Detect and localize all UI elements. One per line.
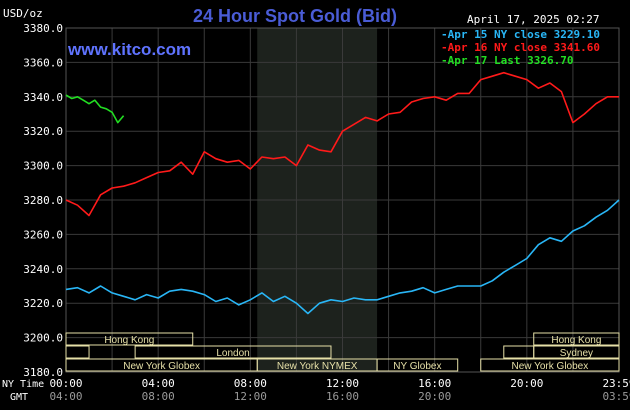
series-line-2 (65, 71, 619, 217)
y-tick-label: 3220.0 (23, 297, 63, 310)
y-tick-label: 3200.0 (23, 332, 63, 345)
series-line-3 (65, 94, 125, 124)
x-tick-label-ny: 08:00 (234, 377, 267, 390)
x-tick-label-ny: 12:00 (326, 377, 359, 390)
legend-entry: -Apr 17 Last 3326.70 (441, 54, 573, 67)
series-line-1 (65, 199, 620, 315)
y-tick-label: 3320.0 (23, 125, 63, 138)
session-label: Sydney (560, 348, 593, 359)
legend-entry: -Apr 16 NY close 3341.60 (441, 41, 600, 54)
session-label: New York NYMEX (277, 361, 358, 372)
session-bar (134, 345, 332, 359)
watermark: www.kitco.com (67, 40, 191, 59)
session-label: Hong Kong (104, 335, 154, 346)
y-tick-label: 3380.0 (23, 22, 63, 35)
x-tick-label-ny: 16:00 (418, 377, 451, 390)
session-bar (533, 332, 620, 346)
x-axis-label-ny: NY Time (2, 379, 44, 390)
session-bar (480, 358, 620, 372)
x-tick-label-gmt: 04:00 (49, 390, 82, 403)
x-tick-label-gmt: 20:00 (418, 390, 451, 403)
session-bar (65, 332, 194, 346)
y-axis-unit: USD/oz (3, 7, 43, 20)
y-tick-label: 3340.0 (23, 91, 63, 104)
y-tick-label: 3300.0 (23, 160, 63, 173)
session-label: NY Globex (393, 361, 441, 372)
x-tick-label-gmt: 08:00 (142, 390, 175, 403)
x-tick-label-gmt: 16:00 (326, 390, 359, 403)
session-bar (65, 345, 90, 359)
y-tick-label: 3180.0 (23, 366, 63, 379)
session-label: New York Globex (512, 361, 589, 372)
legend: -Apr 15 NY close 3229.10-Apr 16 NY close… (441, 28, 600, 67)
session-bar (376, 358, 459, 372)
x-tick-label-ny: 23:59 (602, 377, 630, 390)
timestamp: April 17, 2025 02:27 (467, 13, 599, 26)
y-tick-label: 3240.0 (23, 263, 63, 276)
chart-title: 24 Hour Spot Gold (Bid) (193, 6, 397, 26)
session-label: New York Globex (123, 361, 200, 372)
session-label: London (216, 348, 249, 359)
x-tick-label-ny: 04:00 (142, 377, 175, 390)
y-tick-label: 3360.0 (23, 56, 63, 69)
y-tick-label: 3260.0 (23, 228, 63, 241)
x-tick-label-ny: 20:00 (510, 377, 543, 390)
x-tick-label-ny: 00:00 (49, 377, 82, 390)
x-tick-label-gmt: 12:00 (234, 390, 267, 403)
x-axis-label-gmt: GMT (10, 392, 28, 403)
session-bar (533, 345, 620, 359)
x-tick-label-gmt: 03:59 (602, 390, 630, 403)
session-label: Hong Kong (551, 335, 601, 346)
y-tick-label: 3280.0 (23, 194, 63, 207)
legend-entry: -Apr 15 NY close 3229.10 (441, 28, 600, 41)
